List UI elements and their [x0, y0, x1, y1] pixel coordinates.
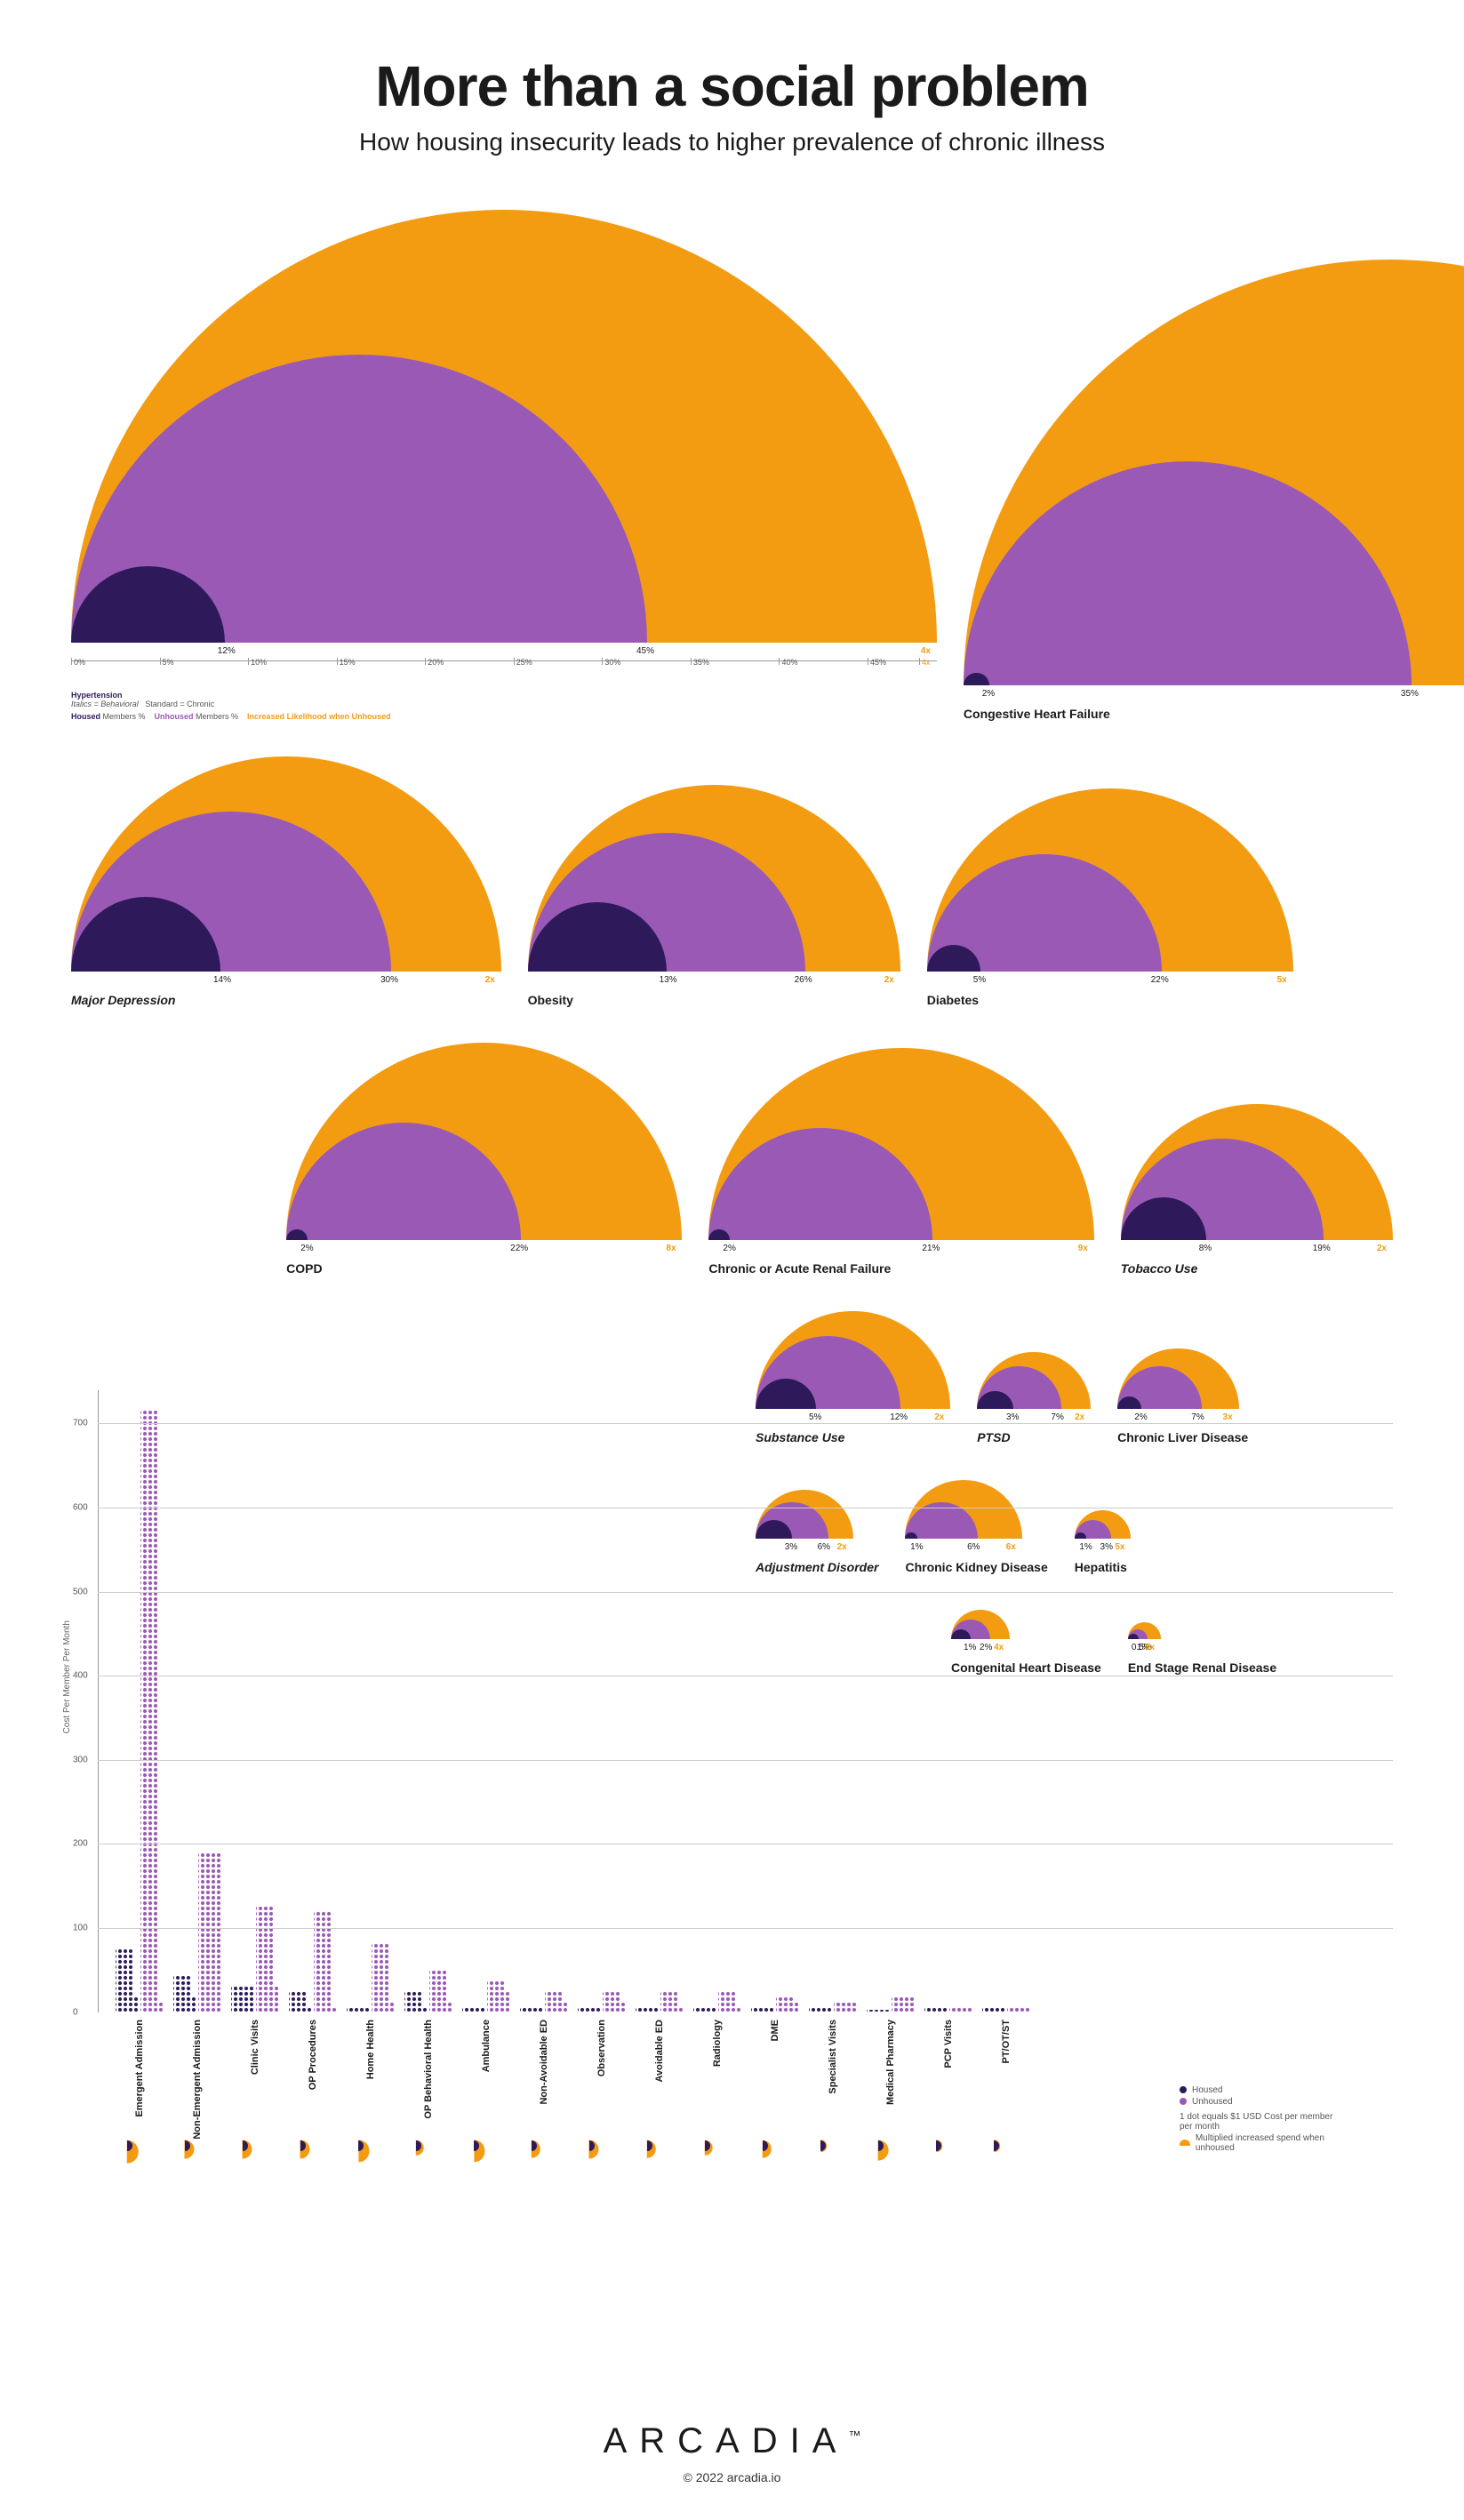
semicircle-row: 14%30%2xMajor Depression13%26%2xObesity5…	[71, 756, 1393, 1007]
bar-label: PT/OT/ST	[1001, 2020, 1012, 2064]
page-title: More than a social problem	[71, 53, 1393, 119]
bar-label: PCP Visits	[943, 2020, 954, 2068]
bar-label: Radiology	[712, 2020, 723, 2067]
semicircle-title: COPD	[286, 1261, 322, 1276]
bar-non-avoidable-ed: Non-Avoidable ED	[520, 1987, 567, 2012]
bar-label: Medical Pharmacy	[885, 2020, 896, 2105]
semicircle-title: Tobacco Use	[1121, 1261, 1198, 1276]
bar-pcp-visits: PCP Visits	[924, 2005, 972, 2012]
legend-unhoused: Unhoused	[1192, 2097, 1233, 2107]
bar-label: OP Behavioral Health	[423, 2020, 434, 2119]
semicircle-congestive-heart-failure: 2%35%21xCongestive Heart Failure	[964, 260, 1464, 721]
y-axis: 0100200300400500600700	[98, 1390, 99, 2012]
bar-dme: DME	[751, 1996, 798, 2012]
bar-label: Home Health	[365, 2020, 376, 2079]
bar-non-emergent-admission: Non-Emergent Admission	[173, 1852, 220, 2012]
semicircle-title: Major Depression	[71, 993, 175, 1007]
arcadia-logo: ARCADIA™	[71, 2421, 1393, 2461]
bar-observation: Observation	[578, 1987, 625, 2012]
semicircle-obesity: 13%26%2xObesity	[528, 785, 900, 1007]
bar-label: Non-Avoidable ED	[539, 2020, 549, 2105]
semicircle-row: 12%45%4x0%5%10%15%20%25%30%35%40%45%4xHy…	[71, 210, 1393, 721]
bar-op-procedures: OP Procedures	[289, 1911, 336, 2012]
semicircle-title: Congestive Heart Failure	[964, 707, 1110, 721]
bar-pt-ot-st: PT/OT/ST	[982, 2007, 1029, 2012]
semicircle-diabetes: 5%22%5xDiabetes	[927, 788, 1293, 1007]
legend-dot-note: 1 dot equals $1 USD Cost per member per …	[1180, 2112, 1340, 2132]
bar-label: Ambulance	[481, 2020, 492, 2072]
cost-bar-chart: Cost Per Member Per Month 01002003004005…	[71, 1390, 1393, 2190]
bar-label: Clinic Visits	[250, 2020, 260, 2075]
bar-label: Emergent Admission	[134, 2020, 145, 2117]
semicircle-chronic-or-acute-renal-failure: 2%21%9xChronic or Acute Renal Failure	[708, 1048, 1093, 1276]
bar-label: OP Procedures	[308, 2020, 318, 2090]
semicircle-legend: HypertensionItalics = Behavioral Standar…	[71, 691, 391, 721]
semicircle-copd: 2%22%8xCOPD	[286, 1043, 682, 1276]
legend-housed: Housed	[1192, 2085, 1222, 2095]
bar-groups: Emergent AdmissionNon-Emergent Admission…	[116, 1390, 1393, 2012]
bar-legend: Housed Unhoused 1 dot equals $1 USD Cost…	[1180, 2084, 1340, 2155]
bar-op-behavioral-health: OP Behavioral Health	[404, 1966, 452, 2012]
bar-ambulance: Ambulance	[462, 1977, 509, 2012]
page-subtitle: How housing insecurity leads to higher p…	[71, 128, 1393, 156]
bar-specialist-visits: Specialist Visits	[809, 2002, 856, 2012]
bar-home-health: Home Health	[347, 1940, 394, 2012]
semicircle-major-depression: 14%30%2xMajor Depression	[71, 756, 501, 1007]
semicircle-title: Obesity	[528, 993, 573, 1007]
semicircle-title: Chronic or Acute Renal Failure	[708, 1261, 891, 1276]
bar-label: Specialist Visits	[828, 2020, 838, 2094]
bar-label: DME	[770, 2020, 780, 2041]
legend-mult-note: Multiplied increased spend when unhoused	[1196, 2133, 1340, 2153]
semicircle-row: 2%22%8xCOPD2%21%9xChronic or Acute Renal…	[71, 1043, 1393, 1276]
bar-label: Observation	[596, 2020, 607, 2076]
bar-label: Non-Emergent Admission	[192, 2020, 203, 2140]
bar-medical-pharmacy: Medical Pharmacy	[867, 1997, 914, 2012]
copyright: © 2022 arcadia.io	[71, 2470, 1393, 2484]
bar-radiology: Radiology	[693, 1991, 740, 2012]
bar-clinic-visits: Clinic Visits	[231, 1903, 278, 2012]
bar-label: Avoidable ED	[654, 2020, 665, 2083]
bar-avoidable-ed: Avoidable ED	[636, 1988, 683, 2012]
semicircle-title: Diabetes	[927, 993, 979, 1007]
bar-emergent-admission: Emergent Admission	[116, 1407, 163, 2012]
footer: ARCADIA™ © 2022 arcadia.io	[71, 2421, 1393, 2484]
semicircle-tobacco-use: 8%19%2xTobacco Use	[1121, 1104, 1393, 1276]
y-axis-label: Cost Per Member Per Month	[62, 1620, 72, 1733]
semicircle-hypertension: 12%45%4x0%5%10%15%20%25%30%35%40%45%4xHy…	[71, 210, 937, 721]
